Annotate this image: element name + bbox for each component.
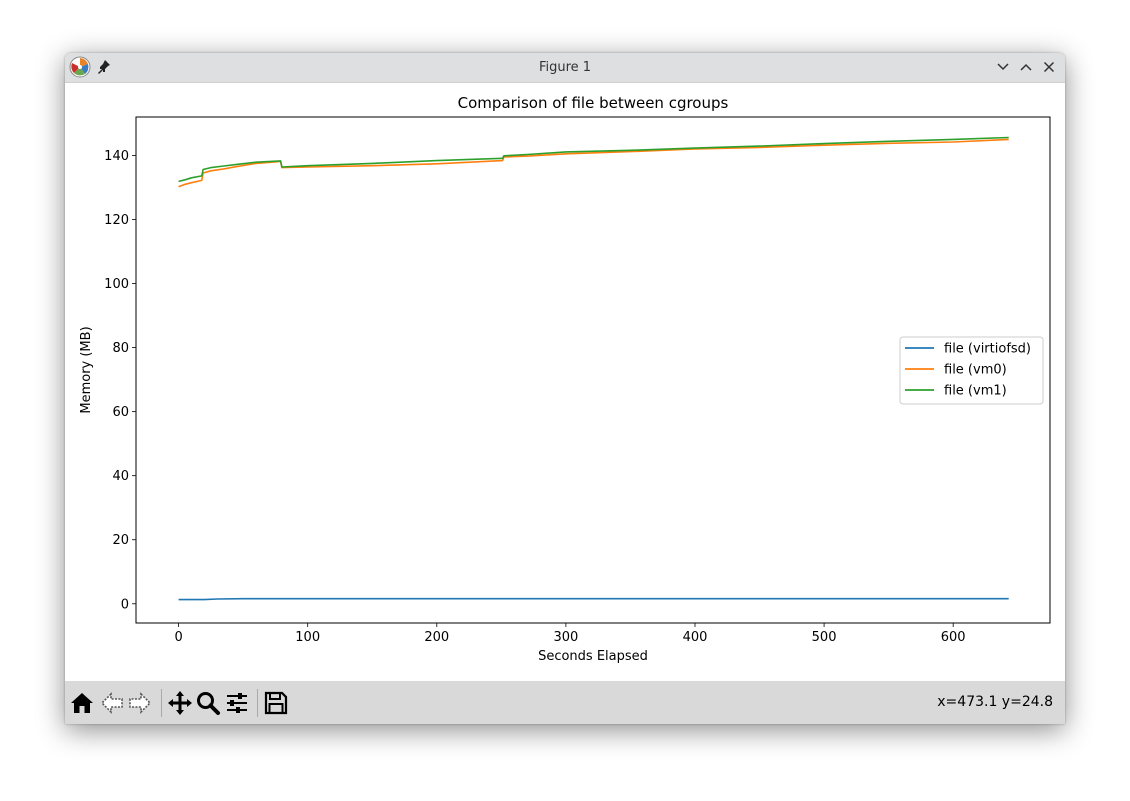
sliders-icon[interactable] xyxy=(224,690,250,716)
x-tick-label: 500 xyxy=(812,630,837,645)
title-bar: Figure 1 xyxy=(65,53,1065,83)
move-icon[interactable] xyxy=(167,690,193,716)
toolbar-separator xyxy=(257,689,258,717)
floppy-disk-icon[interactable] xyxy=(263,690,289,716)
matplotlib-logo-icon[interactable] xyxy=(69,56,91,78)
pin-icon[interactable] xyxy=(97,59,111,75)
series-line-1 xyxy=(178,138,1009,188)
maximize-icon[interactable] xyxy=(1018,59,1034,75)
legend-label-0: file (virtiofsd) xyxy=(944,342,1031,357)
toolbar-separator xyxy=(161,689,162,717)
legend-label-2: file (vm1) xyxy=(944,384,1007,399)
y-tick-label: 100 xyxy=(104,277,129,292)
y-tick-label: 140 xyxy=(104,149,129,164)
y-tick-label: 20 xyxy=(112,533,129,548)
y-tick-label: 0 xyxy=(121,597,129,612)
cursor-coordinates: x=473.1 y=24.8 xyxy=(937,694,1053,710)
x-tick-label: 0 xyxy=(174,630,182,645)
window-title: Figure 1 xyxy=(538,60,592,75)
x-tick-label: 600 xyxy=(941,630,966,645)
x-tick-label: 400 xyxy=(683,630,708,645)
magnifier-icon[interactable] xyxy=(195,690,221,716)
minimize-icon[interactable] xyxy=(995,59,1011,75)
plot-frame xyxy=(135,116,1051,624)
y-tick-label: 120 xyxy=(104,213,129,228)
figure-window: Figure 1 0 100 200 300 400 500 600 0 20 40 60 80 100… xyxy=(65,53,1065,724)
chart-title: Comparison of file between cgroups xyxy=(458,94,729,112)
series-line-2 xyxy=(178,136,1009,183)
legend-box xyxy=(899,336,1044,405)
x-axis-label: Seconds Elapsed xyxy=(538,649,648,664)
forward-arrow-icon[interactable] xyxy=(127,690,153,716)
y-tick-label: 80 xyxy=(112,341,129,356)
y-axis-label: Memory (MB) xyxy=(79,326,94,413)
close-icon[interactable] xyxy=(1041,59,1057,75)
y-tick-label: 60 xyxy=(112,405,129,420)
series-line-0 xyxy=(178,597,1009,601)
legend-label-1: file (vm0) xyxy=(944,363,1007,378)
x-tick-label: 300 xyxy=(553,630,578,645)
plot-canvas[interactable]: 0 100 200 300 400 500 600 0 20 40 60 80 100 120 140 Com… xyxy=(65,83,1065,681)
x-tick-label: 200 xyxy=(424,630,449,645)
y-tick-label: 40 xyxy=(112,469,129,484)
back-arrow-icon[interactable] xyxy=(99,690,125,716)
line-chart: 0 100 200 300 400 500 600 0 20 40 60 80 100 120 140 Com… xyxy=(79,94,1051,664)
navigation-toolbar: x=473.1 y=24.8 xyxy=(65,681,1065,724)
home-icon[interactable] xyxy=(69,690,95,716)
x-tick-label: 100 xyxy=(295,630,320,645)
